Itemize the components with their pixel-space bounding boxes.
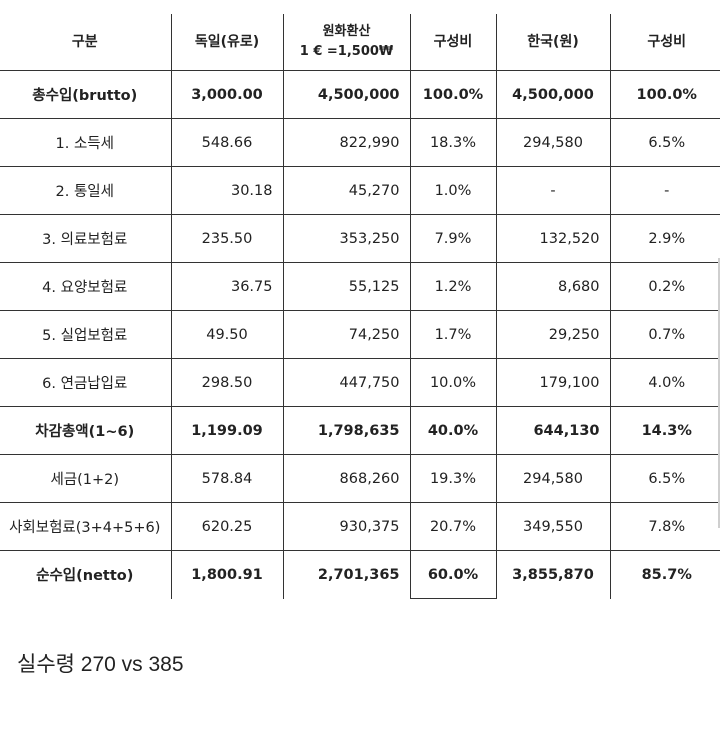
table-row: 4. 요양보험료 36.75 55,125 1.2% 8,680 0.2% (0, 262, 720, 311)
cell-ratio-korea: 6.5% (609, 454, 720, 503)
cell-korea-krw: - (495, 166, 611, 215)
cell-ratio-korea: 2.9% (609, 214, 720, 263)
cell-ratio-germany: 60.0% (409, 550, 497, 599)
cell-korea-krw: 644,130 (495, 406, 611, 455)
row-label: 5. 실업보험료 (0, 310, 172, 359)
table-row: 세금(1+2) 578.84 868,260 19.3% 294,580 6.5… (0, 454, 720, 503)
edge-divider (718, 258, 720, 528)
header-krw-conversion: 원화환산 1 € =1,500₩ (282, 14, 411, 71)
tax-comparison-table-wrapper: 구분 독일(유로) 원화환산 1 € =1,500₩ 구성비 한국(원) 구성비… (0, 14, 720, 599)
cell-korea-krw: 3,855,870 (495, 550, 611, 599)
cell-ratio-germany: 10.0% (409, 358, 497, 407)
cell-ratio-germany: 1.7% (409, 310, 497, 359)
cell-ratio-germany: 7.9% (409, 214, 497, 263)
cell-krw-conversion: 930,375 (282, 502, 411, 551)
cell-germany-eur: 235.50 (170, 214, 284, 263)
cell-krw-conversion: 55,125 (282, 262, 411, 311)
cell-ratio-korea: 85.7% (609, 550, 720, 599)
cell-ratio-germany: 1.0% (409, 166, 497, 215)
header-germany-eur: 독일(유로) (170, 14, 284, 71)
header-ratio-germany: 구성비 (409, 14, 497, 71)
cell-korea-krw: 8,680 (495, 262, 611, 311)
header-category: 구분 (0, 14, 172, 71)
cell-ratio-germany: 100.0% (409, 70, 497, 119)
row-label: 차감총액(1~6) (0, 406, 172, 455)
table-row: 6. 연금납입료 298.50 447,750 10.0% 179,100 4.… (0, 358, 720, 407)
cell-germany-eur: 49.50 (170, 310, 284, 359)
table-row: 3. 의료보험료 235.50 353,250 7.9% 132,520 2.9… (0, 214, 720, 263)
cell-germany-eur: 548.66 (170, 118, 284, 167)
row-label: 세금(1+2) (0, 454, 172, 503)
cell-germany-eur: 3,000.00 (170, 70, 284, 119)
header-korea-krw: 한국(원) (495, 14, 611, 71)
table-row: 총수입(brutto) 3,000.00 4,500,000 100.0% 4,… (0, 70, 720, 119)
cell-korea-krw: 349,550 (495, 502, 611, 551)
cell-krw-conversion: 4,500,000 (282, 70, 411, 119)
row-label: 총수입(brutto) (0, 70, 172, 119)
row-label: 순수입(netto) (0, 550, 172, 599)
cell-korea-krw: 294,580 (495, 118, 611, 167)
cell-germany-eur: 578.84 (170, 454, 284, 503)
table-row: 순수입(netto) 1,800.91 2,701,365 60.0% 3,85… (0, 550, 720, 599)
cell-ratio-korea: 6.5% (609, 118, 720, 167)
cell-ratio-germany: 20.7% (409, 502, 497, 551)
cell-ratio-germany: 19.3% (409, 454, 497, 503)
row-label: 3. 의료보험료 (0, 214, 172, 263)
row-label: 사회보험료(3+4+5+6) (0, 502, 172, 551)
cell-ratio-germany: 40.0% (409, 406, 497, 455)
cell-krw-conversion: 822,990 (282, 118, 411, 167)
cell-korea-krw: 179,100 (495, 358, 611, 407)
header-krw-conversion-title: 원화환산 (322, 24, 371, 39)
cell-krw-conversion: 2,701,365 (282, 550, 411, 599)
cell-krw-conversion: 74,250 (282, 310, 411, 359)
row-label: 4. 요양보험료 (0, 262, 172, 311)
cell-korea-krw: 4,500,000 (495, 70, 611, 119)
cell-krw-conversion: 447,750 (282, 358, 411, 407)
row-label: 1. 소득세 (0, 118, 172, 167)
cell-germany-eur: 1,199.09 (170, 406, 284, 455)
cell-korea-krw: 132,520 (495, 214, 611, 263)
cell-ratio-korea: 0.2% (609, 262, 720, 311)
cell-germany-eur: 36.75 (170, 262, 284, 311)
table-row: 사회보험료(3+4+5+6) 620.25 930,375 20.7% 349,… (0, 502, 720, 551)
cell-ratio-korea: 14.3% (609, 406, 720, 455)
cell-ratio-germany: 18.3% (409, 118, 497, 167)
cell-ratio-korea: 7.8% (609, 502, 720, 551)
table-header-row: 구분 독일(유로) 원화환산 1 € =1,500₩ 구성비 한국(원) 구성비 (0, 14, 720, 71)
cell-krw-conversion: 353,250 (282, 214, 411, 263)
cell-ratio-korea: - (609, 166, 720, 215)
take-home-caption: 실수령 270 vs 385 (17, 653, 184, 676)
cell-ratio-germany: 1.2% (409, 262, 497, 311)
table-row: 2. 통일세 30.18 45,270 1.0% - - (0, 166, 720, 215)
cell-ratio-korea: 100.0% (609, 70, 720, 119)
header-ratio-korea: 구성비 (609, 14, 720, 71)
table-row: 1. 소득세 548.66 822,990 18.3% 294,580 6.5% (0, 118, 720, 167)
tax-comparison-table: 구분 독일(유로) 원화환산 1 € =1,500₩ 구성비 한국(원) 구성비… (0, 14, 720, 599)
cell-germany-eur: 30.18 (170, 166, 284, 215)
row-label: 6. 연금납입료 (0, 358, 172, 407)
cell-germany-eur: 620.25 (170, 502, 284, 551)
header-krw-conversion-rate: 1 € =1,500₩ (299, 44, 394, 59)
cell-krw-conversion: 1,798,635 (282, 406, 411, 455)
cell-krw-conversion: 45,270 (282, 166, 411, 215)
cell-korea-krw: 29,250 (495, 310, 611, 359)
cell-krw-conversion: 868,260 (282, 454, 411, 503)
cell-germany-eur: 1,800.91 (170, 550, 284, 599)
cell-korea-krw: 294,580 (495, 454, 611, 503)
cell-ratio-korea: 4.0% (609, 358, 720, 407)
cell-germany-eur: 298.50 (170, 358, 284, 407)
cell-ratio-korea: 0.7% (609, 310, 720, 359)
row-label: 2. 통일세 (0, 166, 172, 215)
table-row: 차감총액(1~6) 1,199.09 1,798,635 40.0% 644,1… (0, 406, 720, 455)
table-row: 5. 실업보험료 49.50 74,250 1.7% 29,250 0.7% (0, 310, 720, 359)
